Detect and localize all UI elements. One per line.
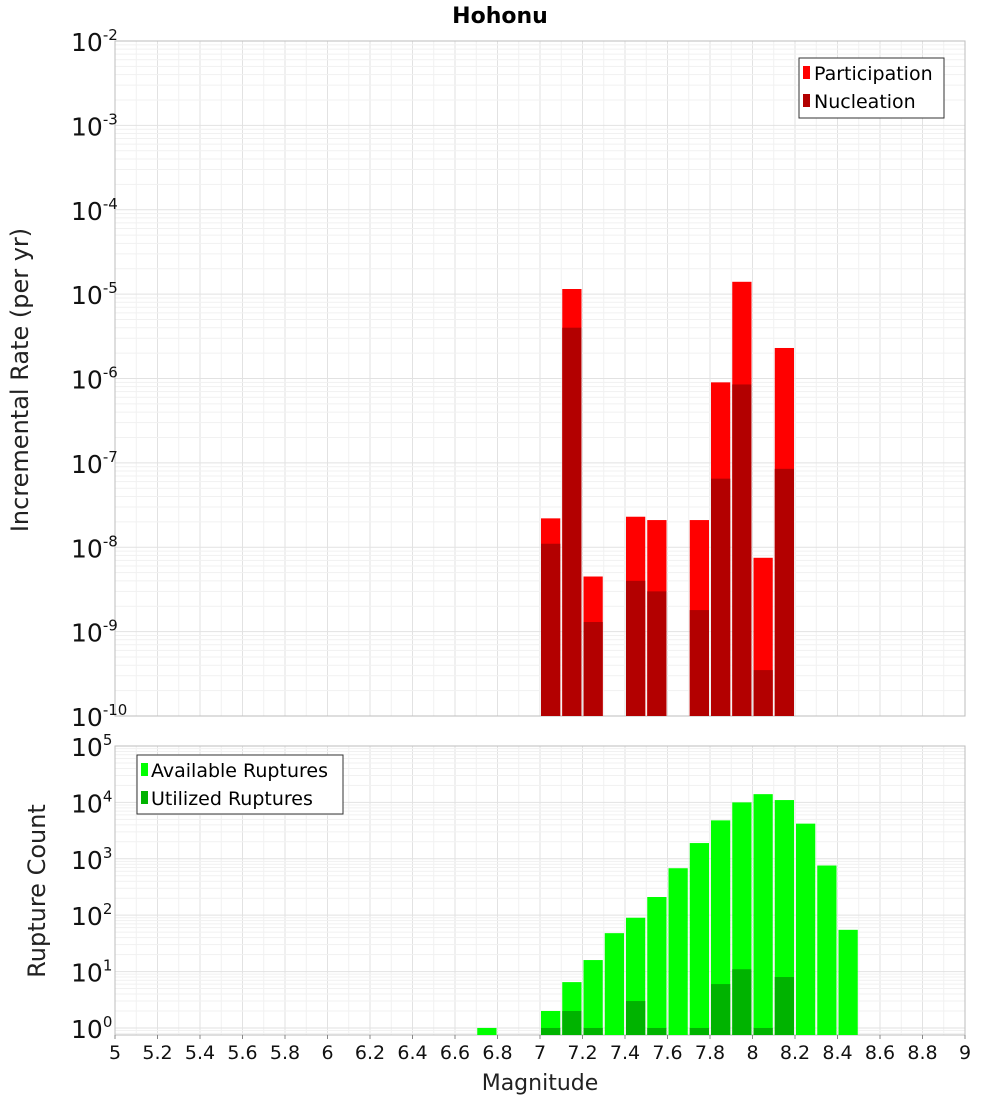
x-tick-labels: 5 5.2 5.4 5.6 5.8 6 6.2 6.4 6.6 6.8 7 7.2 7.4 7.6 7.8 8… bbox=[109, 1035, 971, 1064]
bottom-bar-utilized-ruptures bbox=[711, 984, 731, 1035]
bottom-bar-available-ruptures bbox=[583, 960, 603, 1035]
bottom-bar-utilized-ruptures bbox=[732, 969, 752, 1035]
bottom-y-tick-label: 102 bbox=[71, 900, 112, 931]
top-bar-nucleation bbox=[689, 610, 709, 716]
bottom-bar-available-ruptures bbox=[817, 865, 837, 1035]
x-axis-label: Magnitude bbox=[482, 1071, 599, 1096]
bottom-bar-available-ruptures bbox=[647, 897, 667, 1035]
bottom-bar-utilized-ruptures bbox=[541, 1027, 561, 1035]
top-bar-nucleation bbox=[732, 384, 752, 716]
bottom-bar-available-ruptures bbox=[711, 820, 731, 1035]
x-tick-label: 6.6 bbox=[440, 1042, 470, 1064]
legend-swatch-available-ruptures bbox=[141, 763, 148, 776]
bottom-bar-utilized-ruptures bbox=[647, 1027, 667, 1035]
x-tick-label: 6.8 bbox=[482, 1042, 512, 1064]
x-tick-label: 8.8 bbox=[907, 1042, 937, 1064]
x-tick-label: 7.8 bbox=[695, 1042, 725, 1064]
x-tick-label: 7 bbox=[534, 1042, 546, 1064]
top-plot-y-axis-label: Incremental Rate (per yr) bbox=[6, 228, 34, 532]
bottom-bar-available-ruptures bbox=[477, 1027, 497, 1035]
x-tick-label: 6 bbox=[321, 1042, 333, 1064]
legend-label-participation: Participation bbox=[814, 63, 933, 85]
top-plot-y-tick-labels: 10-10 10-9 10-8 10-7 10-6 10-5 10-4 10-3 10-2 bbox=[71, 26, 127, 732]
top-y-tick-label: 10-2 bbox=[71, 26, 118, 57]
bottom-bar-available-ruptures bbox=[796, 823, 816, 1035]
legend-label-utilized-ruptures: Utilized Ruptures bbox=[151, 788, 313, 810]
top-legend-frame bbox=[798, 57, 945, 119]
legend-swatch-participation bbox=[803, 66, 810, 79]
top-bar-nucleation bbox=[626, 580, 646, 716]
x-tick-label: 7.2 bbox=[567, 1042, 597, 1064]
bottom-bar-utilized-ruptures bbox=[753, 1027, 773, 1035]
top-y-tick-label: 10-4 bbox=[71, 195, 118, 226]
x-tick-label: 8.2 bbox=[780, 1042, 810, 1064]
bottom-bar-utilized-ruptures bbox=[689, 1027, 709, 1035]
x-tick-label: 8.6 bbox=[865, 1042, 895, 1064]
bottom-y-tick-label: 100 bbox=[71, 1013, 112, 1044]
bottom-plot-y-tick-labels: 100 101 102 103 104 105 bbox=[71, 731, 112, 1044]
bottom-bar-utilized-ruptures bbox=[562, 1010, 582, 1035]
bottom-plot-legend: Available Ruptures Utilized Ruptures bbox=[136, 754, 344, 815]
x-tick-label: 8 bbox=[746, 1042, 758, 1064]
x-tick-label: 7.4 bbox=[610, 1042, 640, 1064]
top-plot-border bbox=[114, 40, 966, 717]
bottom-bar-available-ruptures bbox=[668, 868, 688, 1035]
x-tick-label: 5.2 bbox=[142, 1042, 172, 1064]
legend-swatch-utilized-ruptures bbox=[141, 791, 148, 804]
x-tick-label: 8.4 bbox=[822, 1042, 852, 1064]
top-bar-nucleation bbox=[711, 478, 731, 716]
top-bar-nucleation bbox=[562, 327, 582, 716]
top-bar-nucleation bbox=[541, 543, 561, 716]
bottom-plot-y-axis-label: Rupture Count bbox=[23, 804, 51, 978]
bottom-y-tick-label: 104 bbox=[71, 787, 112, 818]
x-tick-label: 6.4 bbox=[397, 1042, 427, 1064]
bottom-bar-available-ruptures bbox=[604, 933, 624, 1035]
bottom-bar-available-ruptures bbox=[838, 929, 858, 1035]
bottom-y-tick-label: 105 bbox=[71, 731, 112, 762]
top-plot-legend: Participation Nucleation bbox=[798, 57, 945, 119]
bottom-bar-utilized-ruptures bbox=[626, 1001, 646, 1035]
x-tick-label: 5.8 bbox=[270, 1042, 300, 1064]
bottom-legend-frame bbox=[136, 754, 344, 815]
top-y-tick-label: 10-8 bbox=[71, 532, 118, 563]
top-plot-gridlines bbox=[114, 40, 966, 717]
top-bar-nucleation bbox=[583, 622, 603, 716]
legend-swatch-nucleation bbox=[803, 94, 810, 107]
bottom-y-tick-label: 101 bbox=[71, 957, 112, 988]
bottom-bar-utilized-ruptures bbox=[583, 1027, 603, 1035]
top-y-tick-label: 10-9 bbox=[71, 617, 118, 648]
x-tick-label: 9 bbox=[959, 1042, 971, 1064]
top-bar-nucleation bbox=[774, 468, 794, 716]
x-tick-label: 5.4 bbox=[185, 1042, 215, 1064]
x-tick-label: 5.6 bbox=[227, 1042, 257, 1064]
legend-label-available-ruptures: Available Ruptures bbox=[151, 760, 328, 782]
bottom-bar-available-ruptures bbox=[753, 794, 773, 1035]
bottom-bar-available-ruptures bbox=[774, 800, 794, 1035]
x-tick-label: 5 bbox=[109, 1042, 121, 1064]
x-tick-label: 7.6 bbox=[652, 1042, 682, 1064]
top-bar-nucleation bbox=[753, 670, 773, 716]
top-y-tick-label: 10-6 bbox=[71, 364, 118, 395]
bottom-bar-utilized-ruptures bbox=[774, 977, 794, 1035]
top-bar-nucleation bbox=[647, 591, 667, 716]
bottom-bar-available-ruptures bbox=[689, 843, 709, 1035]
chart-title: Hohonu bbox=[452, 4, 548, 29]
top-y-tick-label: 10-5 bbox=[71, 279, 118, 310]
top-y-tick-label: 10-7 bbox=[71, 448, 118, 479]
top-plot-bars bbox=[541, 281, 794, 716]
top-y-tick-label: 10-3 bbox=[71, 110, 118, 141]
x-tick-label: 6.2 bbox=[355, 1042, 385, 1064]
bottom-plot-bars bbox=[477, 794, 858, 1035]
top-y-tick-label: 10-10 bbox=[71, 701, 127, 732]
legend-label-nucleation: Nucleation bbox=[814, 91, 916, 113]
bottom-y-tick-label: 103 bbox=[71, 844, 112, 875]
